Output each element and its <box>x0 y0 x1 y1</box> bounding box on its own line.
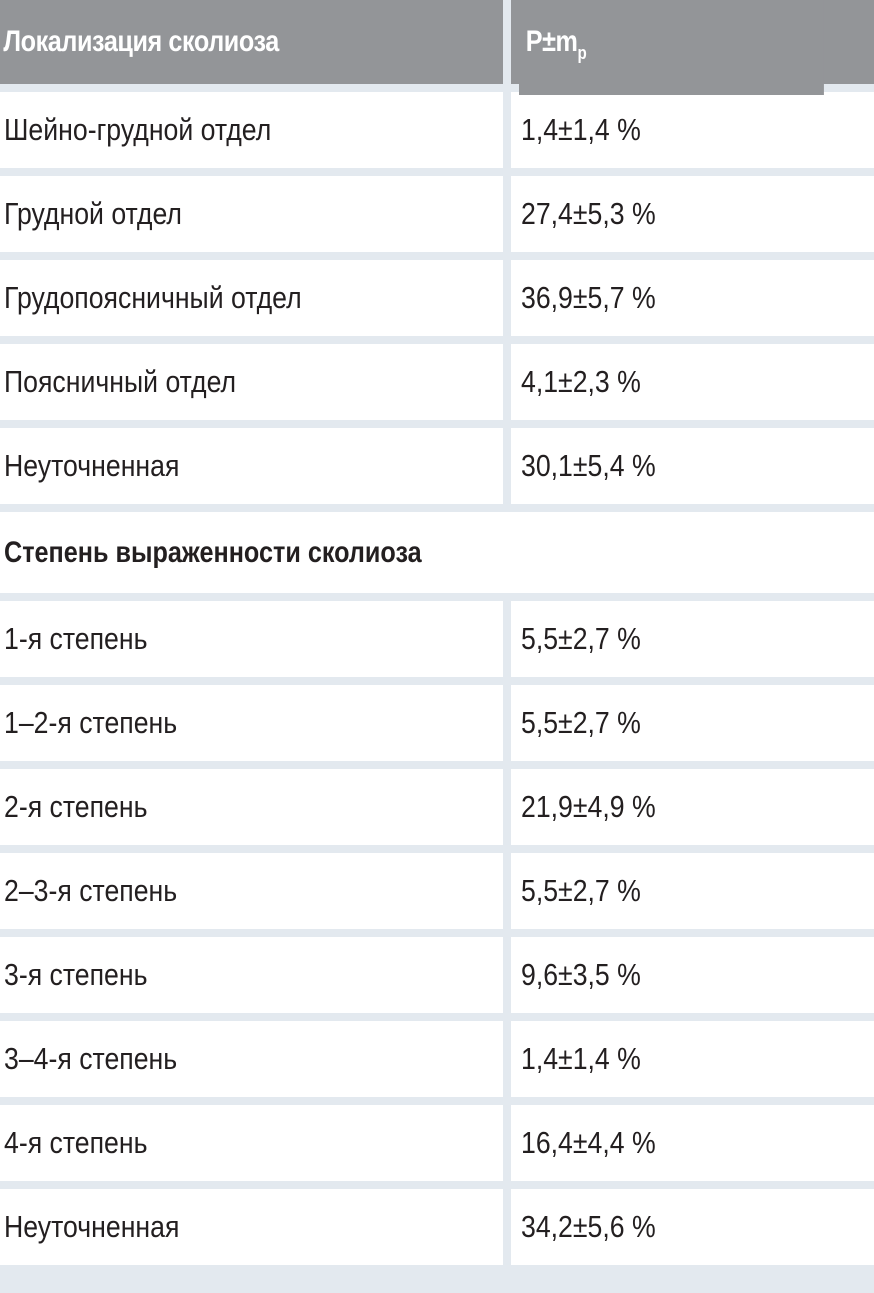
row-label: 1-я степень <box>4 621 148 656</box>
table-row: 3-я степень 9,6±3,5 % <box>0 937 874 1013</box>
header-cell-value: P±mp <box>511 0 874 95</box>
row-value: 1,4±1,4 % <box>521 112 641 147</box>
row-value: 36,9±5,7 % <box>521 280 656 315</box>
table-row: Неуточненная 34,2±5,6 % <box>0 1189 874 1265</box>
row-label: Неуточненная <box>4 448 180 483</box>
header-localization-label: Локализация сколиоза <box>3 25 279 58</box>
section-heading-degree: Степень выраженности сколиоза <box>0 512 874 593</box>
row-label: 3-я степень <box>4 957 148 992</box>
header-cell-localization: Локализация сколиоза <box>0 0 503 84</box>
table-row: 1–2-я степень 5,5±2,7 % <box>0 685 874 761</box>
row-label: 3–4-я степень <box>4 1041 178 1076</box>
table-row: 3–4-я степень 1,4±1,4 % <box>0 1021 874 1097</box>
row-value: 34,2±5,6 % <box>521 1209 656 1244</box>
row-label: 1–2-я степень <box>4 705 178 740</box>
header-value-label: P±m <box>525 25 578 58</box>
table-row: Поясничный отдел 4,1±2,3 % <box>0 344 874 420</box>
row-label: 2-я степень <box>4 789 148 824</box>
table-row: Грудной отдел 27,4±5,3 % <box>0 176 874 252</box>
table-row: Грудопоясничный отдел 36,9±5,7 % <box>0 260 874 336</box>
header-value-subscript: p <box>577 43 587 63</box>
row-label: Шейно-грудной отдел <box>4 112 272 147</box>
table-row: 1-я степень 5,5±2,7 % <box>0 601 874 677</box>
row-label: Грудной отдел <box>4 196 182 231</box>
row-value: 30,1±5,4 % <box>521 448 656 483</box>
table-header: Локализация сколиоза P±mp <box>0 0 874 95</box>
row-label: Неуточненная <box>4 1209 180 1244</box>
row-label: 4-я степень <box>4 1125 148 1160</box>
table-row: 4-я степень 16,4±4,4 % <box>0 1105 874 1181</box>
row-value: 1,4±1,4 % <box>521 1041 641 1076</box>
row-value: 4,1±2,3 % <box>521 364 641 399</box>
row-value: 5,5±2,7 % <box>521 873 641 908</box>
row-value: 27,4±5,3 % <box>521 196 656 231</box>
row-value: 5,5±2,7 % <box>521 705 641 740</box>
table-row: 2–3-я степень 5,5±2,7 % <box>0 853 874 929</box>
row-value: 21,9±4,9 % <box>521 789 656 824</box>
row-value: 5,5±2,7 % <box>521 621 641 656</box>
row-value: 16,4±4,4 % <box>521 1125 656 1160</box>
row-label: Поясничный отдел <box>4 364 237 399</box>
row-value: 9,6±3,5 % <box>521 957 641 992</box>
table-row: Шейно-грудной отдел 1,4±1,4 % <box>0 92 874 168</box>
table-row: Неуточненная 30,1±5,4 % <box>0 428 874 504</box>
row-label: Грудопоясничный отдел <box>4 280 302 315</box>
scoliosis-table: Локализация сколиоза P±mp Шейно-грудной … <box>0 0 874 1265</box>
section-title: Степень выраженности сколиоза <box>4 536 422 569</box>
row-label: 2–3-я степень <box>4 873 178 908</box>
table-row: 2-я степень 21,9±4,9 % <box>0 769 874 845</box>
